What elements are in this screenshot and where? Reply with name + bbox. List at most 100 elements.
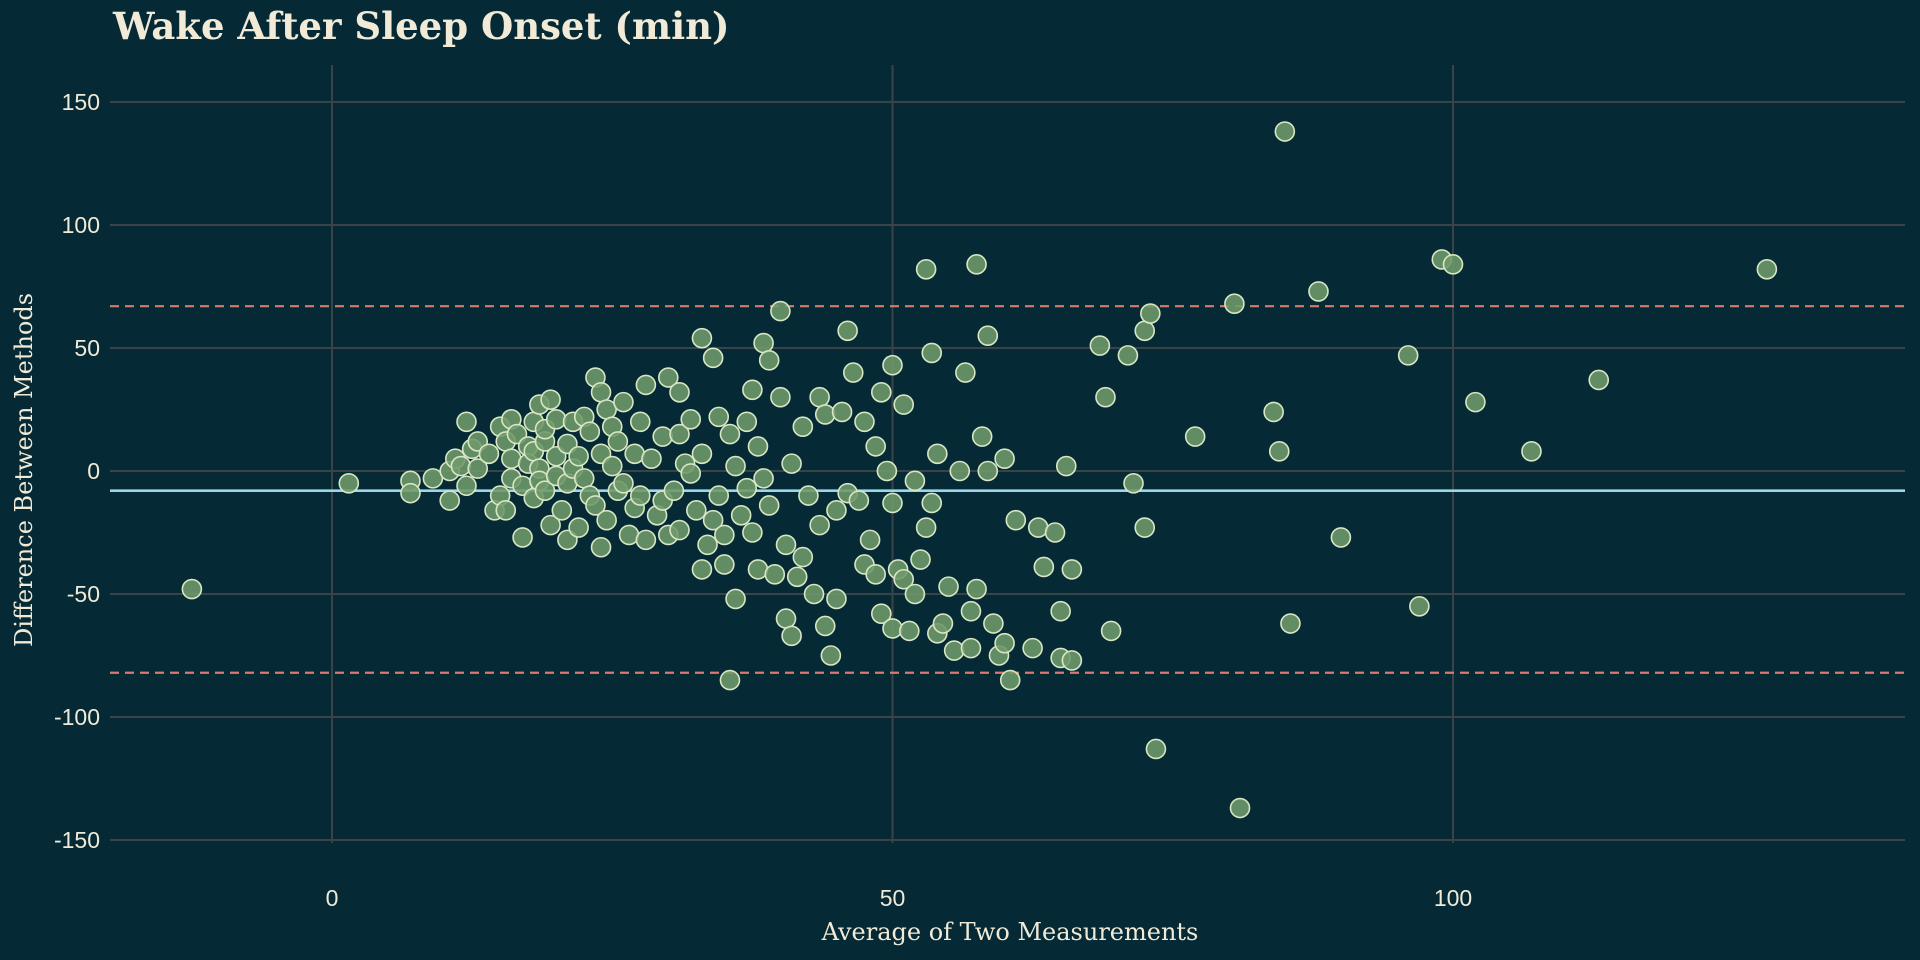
data-point <box>590 381 612 403</box>
data-point <box>977 325 999 347</box>
data-point <box>1274 121 1296 142</box>
data-point <box>742 379 763 401</box>
data-point <box>607 431 629 452</box>
data-point <box>719 669 741 691</box>
grid-layer <box>110 65 1905 843</box>
chart-title: Wake After Sleep Onset (min) <box>113 4 730 48</box>
x-axis-title: Average of Two Measurements <box>821 918 1199 946</box>
data-point <box>1095 386 1116 408</box>
data-point <box>803 583 825 605</box>
data-point <box>686 500 707 521</box>
data-point <box>1280 613 1301 634</box>
data-point <box>837 320 858 342</box>
data-point <box>966 578 987 600</box>
data-point <box>915 258 937 280</box>
data-point <box>691 559 713 580</box>
data-point <box>540 389 561 410</box>
data-point <box>893 568 915 590</box>
data-point <box>439 490 461 511</box>
data-point <box>568 445 589 467</box>
data-point <box>753 468 774 489</box>
data-point <box>624 443 645 465</box>
data-point <box>601 455 623 477</box>
data-point <box>870 603 892 624</box>
data-point <box>708 485 730 506</box>
data-point <box>1521 441 1542 462</box>
data-point <box>764 564 786 585</box>
data-point <box>596 509 617 531</box>
data-point <box>747 436 769 457</box>
data-point <box>635 529 657 551</box>
data-point <box>977 460 999 482</box>
data-point <box>512 527 533 548</box>
data-point <box>456 411 477 433</box>
data-point <box>904 583 926 605</box>
data-point <box>1050 600 1071 622</box>
data-point <box>1134 517 1156 538</box>
data-point <box>1308 281 1329 302</box>
point-layer <box>181 121 1778 819</box>
data-point <box>613 472 634 494</box>
data-point <box>966 254 987 275</box>
data-point <box>641 448 662 470</box>
data-point <box>999 669 1021 691</box>
data-point <box>949 460 971 482</box>
data-point <box>770 300 791 322</box>
reference-line-layer <box>110 305 1905 674</box>
data-point <box>955 362 976 383</box>
data-point <box>865 564 886 585</box>
data-point <box>1005 509 1027 531</box>
data-point <box>1465 391 1486 413</box>
data-point <box>1224 293 1245 315</box>
data-point <box>747 559 769 580</box>
data-point <box>915 517 937 538</box>
data-point <box>826 588 847 610</box>
data-point <box>921 492 943 514</box>
data-point <box>786 566 808 588</box>
y-tick-label: 50 <box>74 335 100 361</box>
data-point <box>792 546 814 568</box>
x-tick-label: 100 <box>1434 885 1472 911</box>
data-point <box>1022 637 1043 659</box>
data-point <box>758 349 780 371</box>
data-point <box>904 470 926 492</box>
data-point <box>1123 472 1144 494</box>
y-tick-label: 100 <box>62 212 100 238</box>
data-point <box>618 524 640 546</box>
data-point <box>960 600 982 622</box>
data-point <box>629 411 651 433</box>
data-point <box>680 409 702 430</box>
data-point <box>758 495 780 516</box>
y-tick-label: 150 <box>62 89 100 115</box>
data-point <box>1263 401 1284 423</box>
data-point <box>1397 345 1419 366</box>
data-point <box>669 423 690 445</box>
data-point <box>736 477 758 499</box>
data-point <box>1061 650 1083 671</box>
data-point <box>495 500 517 521</box>
data-point <box>775 608 797 629</box>
data-point <box>814 615 836 637</box>
data-point <box>568 517 589 538</box>
data-point <box>938 576 959 597</box>
data-point <box>585 495 606 516</box>
data-point <box>456 475 477 497</box>
data-point <box>1089 335 1111 356</box>
data-point <box>1033 556 1055 578</box>
data-point <box>854 411 875 433</box>
data-point <box>1409 595 1430 617</box>
data-point <box>781 625 802 647</box>
data-point <box>702 509 724 531</box>
data-point <box>1134 320 1156 342</box>
data-point <box>450 455 472 477</box>
data-point <box>1061 559 1083 580</box>
data-point <box>736 411 758 433</box>
data-point <box>927 443 948 465</box>
data-point <box>814 404 836 425</box>
data-point <box>730 504 752 526</box>
data-point <box>826 500 847 521</box>
data-point <box>719 423 741 445</box>
y-tick-label: 0 <box>87 458 100 484</box>
data-point <box>882 492 903 514</box>
data-point <box>1756 258 1778 280</box>
